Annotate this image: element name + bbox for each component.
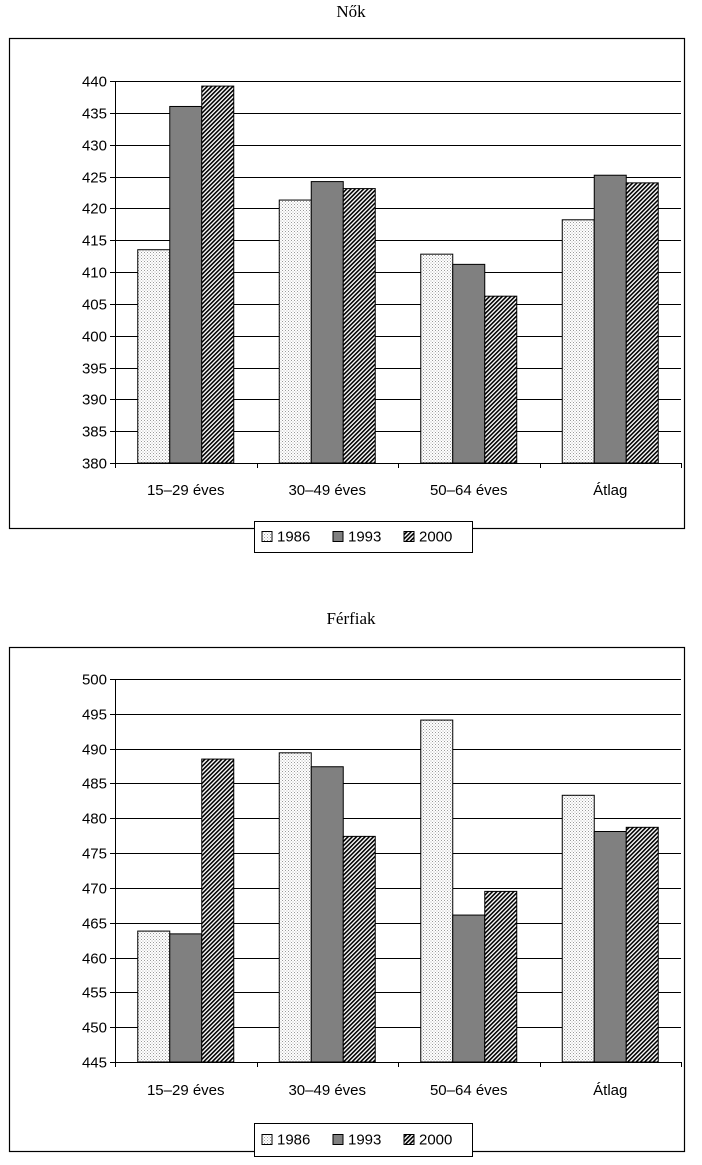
bar-1986-4 [561, 794, 595, 1063]
y-tick-label: 425 [82, 170, 107, 187]
category-label: 50–64 éves [430, 482, 508, 499]
y-tick-label: 435 [82, 106, 107, 123]
y-tick-label: 395 [82, 361, 107, 378]
legend-label-2000: 2000 [419, 529, 452, 546]
legend-swatch-2000 [403, 531, 415, 542]
category-label: Átlag [593, 1082, 627, 1099]
chart-1: Nők 380 385 390 395 400 405 410 415 420 425 430 435 4… [8, 2, 686, 553]
legend-box [254, 1123, 473, 1157]
y-tick-label: 465 [82, 916, 107, 933]
category-label: 30–49 éves [288, 482, 366, 499]
bar-1986-2 [278, 752, 312, 1063]
bar-1993-3 [452, 263, 486, 464]
legend-swatch-1993 [332, 1134, 344, 1145]
bar-1986-3 [420, 719, 454, 1063]
bar-1993-1 [169, 105, 203, 464]
bar-2000-1 [201, 85, 235, 464]
bar-1986-1 [137, 249, 171, 464]
legend-swatch-2000 [403, 1134, 415, 1145]
y-tick-label: 500 [82, 672, 107, 689]
y-tick-label: 460 [82, 951, 107, 968]
y-tick-label: 480 [82, 811, 107, 828]
bar-1993-2 [310, 181, 344, 464]
bar-2000-3 [484, 890, 518, 1063]
bar-1993-1 [169, 933, 203, 1063]
bar-1986-1 [137, 930, 171, 1063]
y-tick-label: 490 [82, 742, 107, 759]
bar-2000-2 [342, 835, 376, 1063]
bar-2000-4 [625, 182, 659, 464]
y-tick-label: 405 [82, 297, 107, 314]
legend-label-1986: 1986 [277, 529, 310, 546]
category-label: 15–29 éves [147, 482, 225, 499]
chart-2: Férfiak 445 450 455 460 465 470 475 480 485 490 495… [8, 609, 686, 1157]
legend-label-1993: 1993 [348, 1132, 381, 1149]
bar-1986-4 [561, 219, 595, 464]
y-tick-label: 410 [82, 265, 107, 282]
legend-swatch-1986 [261, 531, 273, 542]
legend-swatch-1993 [332, 531, 344, 542]
bar-2000-4 [625, 826, 659, 1063]
y-tick-label: 445 [82, 1055, 107, 1072]
category-label: Átlag [593, 482, 627, 499]
legend-box [254, 521, 473, 553]
y-tick-label: 400 [82, 329, 107, 346]
y-tick-label: 475 [82, 846, 107, 863]
y-tick-label: 430 [82, 138, 107, 155]
chart-title: Nők [336, 2, 366, 21]
legend-label-1986: 1986 [277, 1132, 310, 1149]
y-tick-label: 385 [82, 424, 107, 441]
chart-title: Férfiak [326, 609, 376, 628]
legend-label-2000: 2000 [419, 1132, 452, 1149]
y-tick-label: 485 [82, 776, 107, 793]
category-label: 30–49 éves [288, 1082, 366, 1099]
category-label: 50–64 éves [430, 1082, 508, 1099]
legend-swatch-1986 [261, 1134, 273, 1145]
bar-1993-3 [452, 914, 486, 1063]
y-tick-label: 450 [82, 1020, 107, 1037]
bar-1993-2 [310, 766, 344, 1063]
y-tick-label: 440 [82, 74, 107, 91]
y-tick-label: 455 [82, 985, 107, 1002]
y-tick-label: 470 [82, 881, 107, 898]
bar-2000-1 [201, 758, 235, 1063]
bar-1986-2 [278, 199, 312, 464]
bar-2000-3 [484, 295, 518, 464]
y-tick-label: 420 [82, 201, 107, 218]
y-tick-label: 380 [82, 456, 107, 473]
bar-2000-2 [342, 188, 376, 464]
y-tick-label: 390 [82, 392, 107, 409]
y-tick-label: 495 [82, 707, 107, 724]
bar-1993-4 [593, 174, 627, 464]
legend-label-1993: 1993 [348, 529, 381, 546]
bar-1986-3 [420, 253, 454, 464]
category-label: 15–29 éves [147, 1082, 225, 1099]
y-tick-label: 415 [82, 233, 107, 250]
bar-1993-4 [593, 831, 627, 1063]
